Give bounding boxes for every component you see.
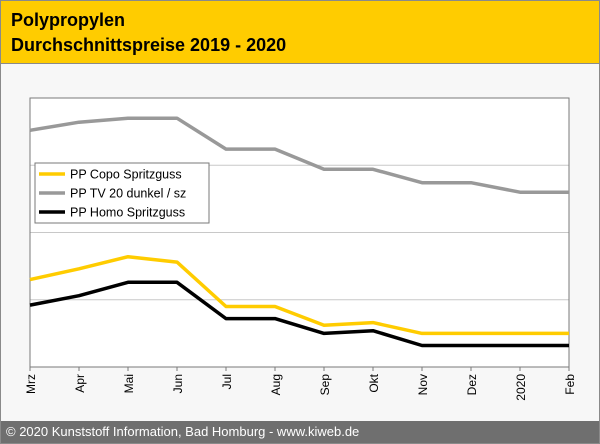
x-tick-label: Aug — [269, 374, 283, 395]
legend-label: PP TV 20 dunkel / sz — [70, 187, 186, 201]
plot-border — [29, 97, 570, 368]
x-tick-label: 2020 — [514, 374, 528, 401]
x-tick-label: Feb — [563, 374, 577, 395]
x-tick-label: Jun — [171, 374, 185, 393]
legend-label: PP Homo Spritzguss — [70, 206, 185, 220]
x-tick-label: Mai — [122, 374, 136, 393]
legend-label: PP Copo Spritzguss — [70, 168, 182, 182]
x-tick-label: Nov — [416, 374, 430, 395]
chart-header: Polypropylen Durchschnittspreise 2019 - … — [1, 1, 599, 64]
x-tick-label: Jul — [220, 374, 234, 389]
chart-subtitle: Durchschnittspreise 2019 - 2020 — [11, 35, 287, 55]
copyright-text: © 2020 Kunststoff Information, Bad Hombu… — [6, 424, 360, 439]
series-line-0 — [29, 254, 569, 336]
x-tick-label: Sep — [318, 374, 332, 396]
line-chart: Mrz Apr Mai Jun Jul Aug Sep Okt Nov Dez 2020 Feb PP … — [24, 97, 577, 401]
chart-title: Polypropylen — [11, 10, 126, 30]
x-tick-label: Apr — [73, 374, 87, 393]
x-tick-label: Okt — [367, 373, 381, 392]
x-tick-label: Mrz — [24, 374, 38, 394]
series-line-2 — [29, 280, 569, 348]
x-tick-label: Dez — [465, 374, 479, 395]
copyright-footer: © 2020 Kunststoff Information, Bad Hombu… — [1, 421, 599, 443]
series-line-1 — [29, 116, 569, 194]
